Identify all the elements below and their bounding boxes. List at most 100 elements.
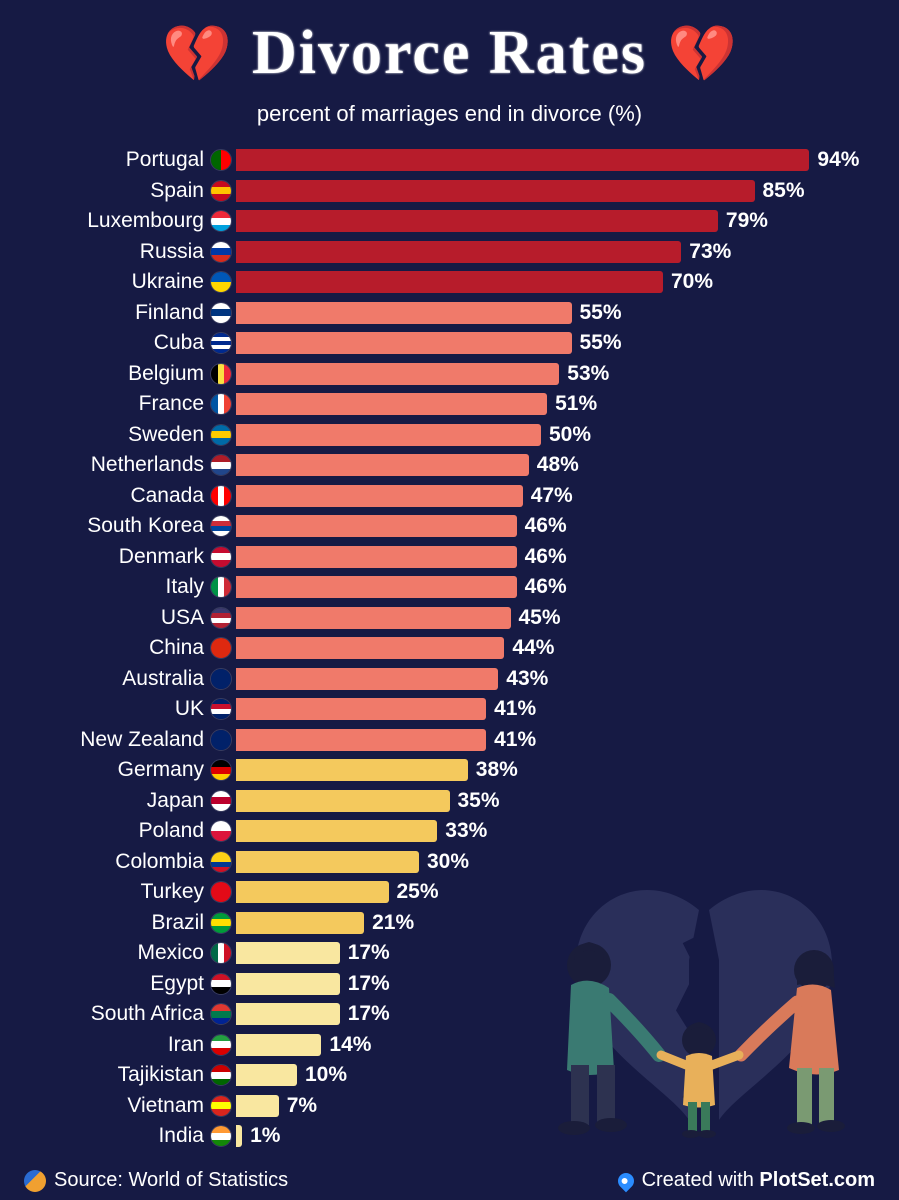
bar-row: Colombia 30% (10, 847, 869, 878)
bar-row: Iran14% (10, 1030, 869, 1061)
bar (236, 912, 364, 934)
country-label: Ukraine (10, 270, 210, 294)
country-label: UK (10, 697, 210, 721)
bar-wrap: 85% (232, 179, 869, 203)
flag-icon (210, 942, 232, 964)
bar-wrap: 14% (232, 1033, 869, 1057)
bar-value: 33% (437, 819, 487, 843)
bar (236, 1064, 297, 1086)
bar (236, 851, 419, 873)
bar (236, 759, 468, 781)
bar-row: Portugal94% (10, 145, 869, 176)
bar (236, 149, 809, 171)
bar-wrap: 41% (232, 728, 869, 752)
bar-wrap: 53% (232, 362, 869, 386)
country-label: South Korea (10, 514, 210, 538)
bar-wrap: 10% (232, 1063, 869, 1087)
bar-chart: Portugal94%Spain85%Luxembourg79%Russia73… (0, 145, 899, 1152)
bar-wrap: 47% (232, 484, 869, 508)
country-label: Cuba (10, 331, 210, 355)
bar (236, 729, 486, 751)
bar-value: 51% (547, 392, 597, 416)
flag-icon (210, 729, 232, 751)
flag-icon (210, 576, 232, 598)
bar-value: 41% (486, 697, 536, 721)
bar-wrap: 33% (232, 819, 869, 843)
country-label: USA (10, 606, 210, 630)
country-label: Colombia (10, 850, 210, 874)
bar-row: Cuba55% (10, 328, 869, 359)
bar-wrap: 51% (232, 392, 869, 416)
bar-wrap: 17% (232, 941, 869, 965)
bar-value: 70% (663, 270, 713, 294)
flag-icon (210, 1003, 232, 1025)
bar-value: 38% (468, 758, 518, 782)
bar-value: 17% (340, 1002, 390, 1026)
flag-icon (210, 881, 232, 903)
flag-icon (210, 515, 232, 537)
bar-wrap: 17% (232, 1002, 869, 1026)
bar-row: South Africa17% (10, 999, 869, 1030)
bar (236, 454, 529, 476)
flag-icon (210, 241, 232, 263)
bar-wrap: 46% (232, 575, 869, 599)
bar-wrap: 44% (232, 636, 869, 660)
country-label: Finland (10, 301, 210, 325)
bar-value: 46% (517, 514, 567, 538)
bar (236, 637, 504, 659)
bar-row: Belgium53% (10, 359, 869, 390)
bar-value: 85% (755, 179, 805, 203)
bar (236, 607, 511, 629)
pin-icon (614, 1169, 637, 1192)
bar-row: Russia73% (10, 237, 869, 268)
bar-row: Ukraine 70% (10, 267, 869, 298)
bar-row: Canada47% (10, 481, 869, 512)
bar-value: 14% (321, 1033, 371, 1057)
bar-wrap: 70% (232, 270, 869, 294)
bar-value: 46% (517, 575, 567, 599)
bar-row: Spain85% (10, 176, 869, 207)
flag-icon (210, 485, 232, 507)
bar (236, 1034, 321, 1056)
country-label: Russia (10, 240, 210, 264)
bar-wrap: 35% (232, 789, 869, 813)
flag-icon (210, 912, 232, 934)
country-label: China (10, 636, 210, 660)
flag-icon (210, 1034, 232, 1056)
bar-row: Vietnam7% (10, 1091, 869, 1122)
bar-row: Egypt17% (10, 969, 869, 1000)
bar-wrap: 25% (232, 880, 869, 904)
country-label: Portugal (10, 148, 210, 172)
bar-wrap: 43% (232, 667, 869, 691)
bar-value: 46% (517, 545, 567, 569)
country-label: Turkey (10, 880, 210, 904)
bar (236, 393, 547, 415)
globe-icon (24, 1170, 46, 1192)
bar-row: Poland33% (10, 816, 869, 847)
flag-icon (210, 393, 232, 415)
bar-row: South Korea 46% (10, 511, 869, 542)
bar (236, 271, 663, 293)
bar-wrap: 21% (232, 911, 869, 935)
bar-row: France51% (10, 389, 869, 420)
bar-value: 47% (523, 484, 573, 508)
country-label: Mexico (10, 941, 210, 965)
bar-wrap: 30% (232, 850, 869, 874)
country-label: Vietnam (10, 1094, 210, 1118)
bar-value: 48% (529, 453, 579, 477)
bar-wrap: 55% (232, 301, 869, 325)
flag-icon (210, 973, 232, 995)
bar-row: Turkey 25% (10, 877, 869, 908)
bar-value: 45% (511, 606, 561, 630)
bar (236, 515, 517, 537)
bar (236, 546, 517, 568)
bar (236, 210, 718, 232)
bar (236, 1095, 279, 1117)
bar-wrap: 46% (232, 545, 869, 569)
bar-row: Netherlands48% (10, 450, 869, 481)
bar-row: Germany38% (10, 755, 869, 786)
country-label: Australia (10, 667, 210, 691)
flag-icon (210, 332, 232, 354)
bar-row: Italy46% (10, 572, 869, 603)
country-label: New Zealand (10, 728, 210, 752)
